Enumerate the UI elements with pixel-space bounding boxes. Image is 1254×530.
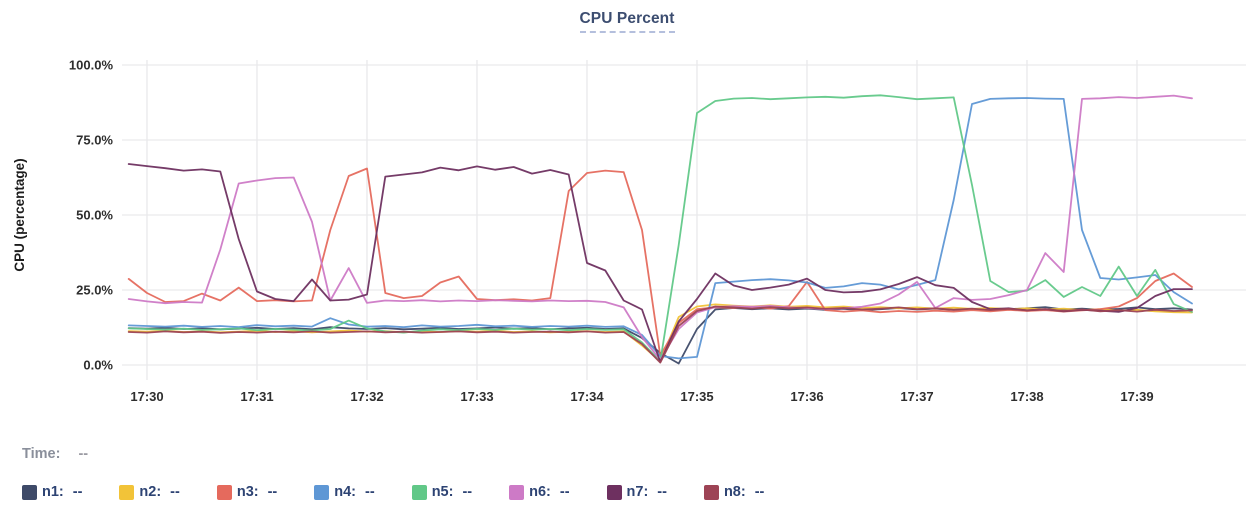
legend-item-n2[interactable]: n2: -- (119, 484, 180, 500)
x-tick-label: 17:36 (790, 389, 823, 404)
legend-series-value: -- (754, 484, 765, 500)
legend-series-label: n6: (529, 484, 551, 500)
y-tick-label: 75.0% (76, 133, 113, 148)
legend-swatch-icon (22, 484, 37, 500)
legend-swatch-icon (509, 484, 525, 500)
time-label: Time: (22, 446, 61, 462)
legend-swatch-icon (606, 484, 622, 500)
y-tick-label: 25.0% (76, 283, 113, 298)
legend-item-n8[interactable]: n8: -- (703, 484, 765, 500)
chart-title[interactable]: CPU Percent (579, 10, 675, 33)
legend-series-value: -- (365, 484, 375, 500)
legend-series-label: n1: (42, 484, 64, 500)
legend-swatch-icon (703, 484, 719, 500)
legend-swatch-icon (411, 484, 427, 500)
x-tick-label: 17:30 (130, 389, 163, 404)
legend-series-value: -- (72, 484, 83, 500)
time-value: -- (78, 446, 89, 462)
legend-series-value: -- (267, 484, 278, 500)
legend-series-label: n2: (139, 484, 162, 500)
legend-swatch-icon (216, 484, 232, 500)
x-tick-label: 17:32 (350, 389, 383, 404)
legend-series-label: n7: (626, 484, 649, 500)
legend-series-value: -- (170, 484, 180, 500)
x-tick-label: 17:35 (680, 389, 713, 404)
legend-series-label: n8: (723, 484, 746, 500)
chart-legend: n1: -- n2: -- n3: -- n4: -- n5: -- n6: -- n7: -- n8: -- (22, 484, 764, 500)
x-tick-label: 17:31 (240, 389, 273, 404)
series-line-n6[interactable] (127, 94, 1193, 361)
x-tick-label: 17:38 (1010, 389, 1043, 404)
cpu-chart[interactable]: 0.0% 25.0% 50.0% 75.0% 100.0% 17:30 17:31 17:32… (0, 0, 1254, 425)
legend-series-label: n4: (334, 484, 357, 500)
legend-swatch-icon (314, 484, 330, 500)
legend-item-n1[interactable]: n1: -- (22, 484, 82, 500)
x-tick-label: 17:39 (1120, 389, 1153, 404)
y-axis-title: CPU (percentage) (12, 158, 27, 271)
series-line-n5[interactable] (127, 94, 1193, 363)
legend-swatch-icon (119, 484, 135, 500)
y-tick-label: 50.0% (76, 208, 113, 223)
x-tick-label: 17:33 (460, 389, 493, 404)
legend-series-value: -- (462, 484, 473, 500)
legend-series-label: n3: (236, 484, 259, 500)
x-tick-label: 17:37 (900, 389, 933, 404)
series-line-n4[interactable] (127, 97, 1193, 360)
legend-series-label: n5: (431, 484, 454, 500)
y-tick-label: 100.0% (69, 58, 114, 73)
series-line-n8[interactable] (127, 305, 1193, 364)
legend-item-n3[interactable]: n3: -- (216, 484, 278, 500)
legend-item-n5[interactable]: n5: -- (411, 484, 473, 500)
chart-title-wrap: CPU Percent (0, 10, 1254, 33)
legend-item-n7[interactable]: n7: -- (606, 484, 667, 500)
legend-series-value: -- (559, 484, 570, 500)
legend-series-value: -- (657, 484, 667, 500)
x-tick-label: 17:34 (570, 389, 604, 404)
legend-item-n4[interactable]: n4: -- (314, 484, 375, 500)
time-row: Time: -- (22, 446, 88, 462)
legend-item-n6[interactable]: n6: -- (509, 484, 570, 500)
y-tick-label: 0.0% (83, 358, 113, 373)
